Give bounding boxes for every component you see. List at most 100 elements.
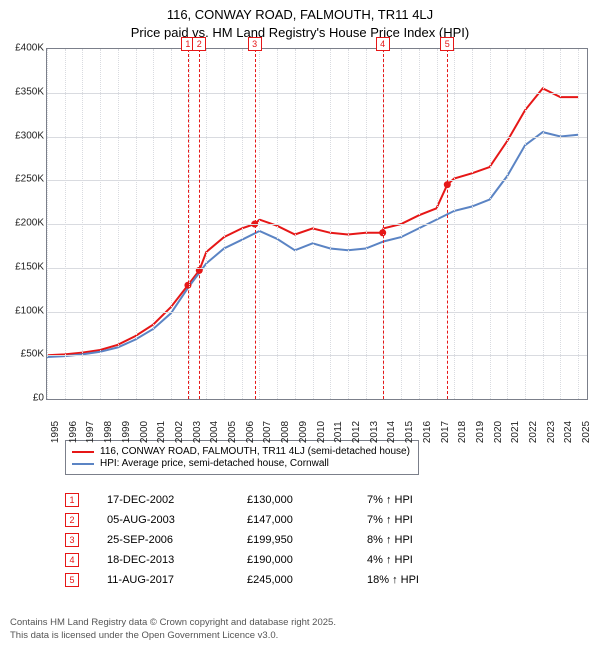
grid-v [578,49,579,399]
y-tick-label: £150K [4,261,44,272]
grid-h [47,224,587,225]
grid-v [401,49,402,399]
y-tick-label: £400K [4,43,44,54]
event-line [447,49,448,399]
x-tick-label: 2001 [156,421,167,443]
grid-h [47,355,587,356]
y-tick-label: £350K [4,86,44,97]
grid-v [472,49,473,399]
event-line [255,49,256,399]
transaction-date: 25-SEP-2006 [107,534,247,546]
transaction-price: £190,000 [247,554,367,566]
grid-v [330,49,331,399]
legend-label: HPI: Average price, semi-detached house,… [100,458,329,469]
x-tick-label: 2015 [404,421,415,443]
grid-v [153,49,154,399]
grid-v [490,49,491,399]
event-line [188,49,189,399]
grid-v [242,49,243,399]
transaction-date: 05-AUG-2003 [107,514,247,526]
event-marker-box: 4 [376,37,390,51]
footer-line2: This data is licensed under the Open Gov… [10,630,336,642]
transaction-row: 325-SEP-2006£199,9508% ↑ HPI [65,530,477,550]
event-line [383,49,384,399]
x-tick-label: 2020 [493,421,504,443]
page: 116, CONWAY ROAD, FALMOUTH, TR11 4LJ Pri… [0,0,600,650]
grid-v [82,49,83,399]
transaction-pct: 8% ↑ HPI [367,534,477,546]
grid-v [65,49,66,399]
grid-v [348,49,349,399]
x-tick-label: 1997 [85,421,96,443]
grid-v [295,49,296,399]
transaction-row: 205-AUG-2003£147,0007% ↑ HPI [65,510,477,530]
transaction-price: £199,950 [247,534,367,546]
x-tick-label: 2016 [422,421,433,443]
event-line [199,49,200,399]
x-tick-label: 2013 [369,421,380,443]
grid-v [224,49,225,399]
x-tick-label: 2005 [227,421,238,443]
x-tick-label: 2025 [581,421,592,443]
x-tick-label: 2000 [139,421,150,443]
y-tick-label: £50K [4,349,44,360]
x-tick-label: 2003 [192,421,203,443]
y-tick-label: £300K [4,130,44,141]
grid-h [47,312,587,313]
grid-h [47,268,587,269]
transaction-date: 18-DEC-2013 [107,554,247,566]
title-line2: Price paid vs. HM Land Registry's House … [0,24,600,42]
transaction-pct: 7% ↑ HPI [367,494,477,506]
grid-h [47,137,587,138]
y-tick-label: £100K [4,305,44,316]
grid-v [437,49,438,399]
grid-v [47,49,48,399]
chart-plot-area: 12345 [46,48,588,400]
title-line1: 116, CONWAY ROAD, FALMOUTH, TR11 4LJ [0,6,600,24]
chart-title: 116, CONWAY ROAD, FALMOUTH, TR11 4LJ Pri… [0,0,600,41]
x-tick-label: 2002 [174,421,185,443]
x-tick-label: 1998 [103,421,114,443]
x-tick-label: 1999 [121,421,132,443]
x-tick-label: 2017 [440,421,451,443]
grid-v [525,49,526,399]
transaction-pct: 4% ↑ HPI [367,554,477,566]
transaction-num-box: 4 [65,553,79,567]
transaction-date: 17-DEC-2002 [107,494,247,506]
grid-v [560,49,561,399]
transaction-row: 4 18-DEC-2013£190,0004% ↑ HPI [65,550,477,570]
transaction-num-box: 1 [65,493,79,507]
x-tick-label: 2010 [316,421,327,443]
x-tick-label: 2004 [209,421,220,443]
grid-v [277,49,278,399]
grid-v [454,49,455,399]
transaction-price: £130,000 [247,494,367,506]
grid-v [136,49,137,399]
transaction-date: 11-AUG-2017 [107,574,247,586]
grid-v [206,49,207,399]
event-marker-box: 5 [440,37,454,51]
transactions-table: 1 17-DEC-2002£130,0007% ↑ HPI 205-AUG-2003… [65,490,477,590]
x-tick-label: 2018 [457,421,468,443]
grid-v [259,49,260,399]
event-marker-box: 3 [248,37,262,51]
transaction-row: 1 17-DEC-2002£130,0007% ↑ HPI [65,490,477,510]
event-marker-box: 2 [192,37,206,51]
footer-line1: Contains HM Land Registry data © Crown c… [10,617,336,629]
transaction-pct: 18% ↑ HPI [367,574,477,586]
x-tick-label: 2019 [475,421,486,443]
x-tick-label: 2023 [546,421,557,443]
x-tick-label: 1996 [68,421,79,443]
x-tick-label: 1995 [50,421,61,443]
legend-swatch [72,463,94,465]
transaction-price: £245,000 [247,574,367,586]
grid-h [47,93,587,94]
grid-v [118,49,119,399]
grid-v [543,49,544,399]
grid-v [171,49,172,399]
x-tick-label: 2021 [510,421,521,443]
x-tick-label: 2024 [563,421,574,443]
x-tick-label: 2022 [528,421,539,443]
grid-v [507,49,508,399]
legend-item: HPI: Average price, semi-detached house,… [72,458,410,469]
